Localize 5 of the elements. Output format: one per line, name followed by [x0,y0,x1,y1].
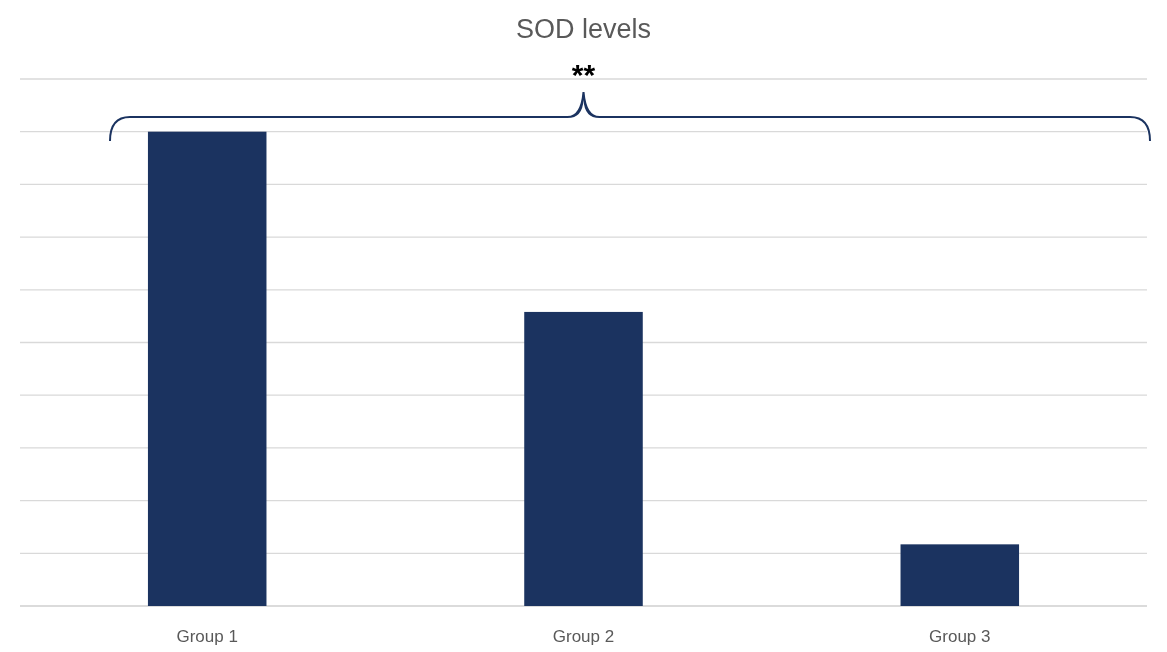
x-tick-label: Group 2 [552,627,615,646]
text: ** [571,58,596,91]
chart-title: SOD levels [515,14,652,44]
x-tick-label: Group 3 [929,627,991,646]
x-tick-label: Group 1 [176,627,238,646]
